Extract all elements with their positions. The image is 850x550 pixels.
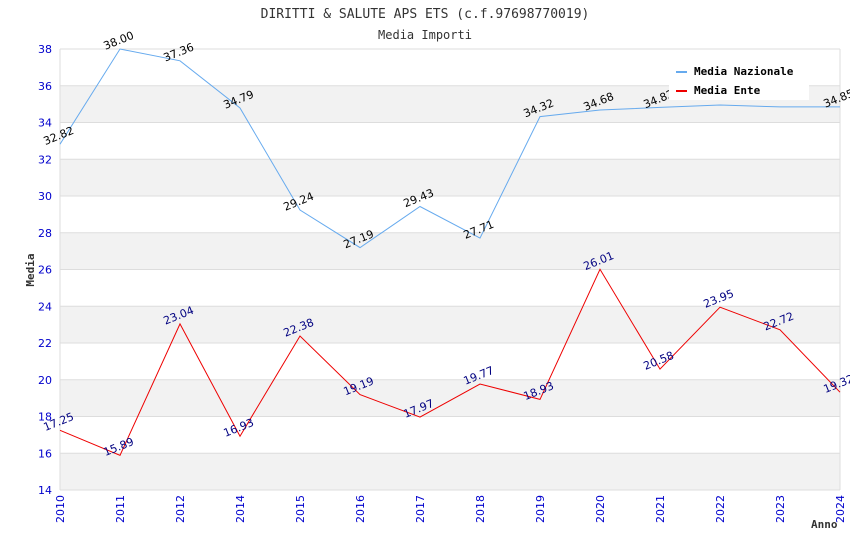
x-tick-label: 2019 bbox=[534, 495, 547, 523]
x-tick-label: 2021 bbox=[654, 495, 667, 523]
x-axis-ticks: 2010 2011 2012 2014 2015 2016 2017 2018 2019 2020… bbox=[54, 495, 847, 523]
x-tick-label: 2017 bbox=[414, 495, 427, 523]
y-tick-label: 18 bbox=[38, 411, 52, 424]
legend-box bbox=[669, 60, 809, 100]
x-axis-label: Anno bbox=[811, 518, 838, 531]
grid-band bbox=[60, 379, 840, 417]
data-label: 20.58 bbox=[642, 349, 676, 373]
y-tick-label: 32 bbox=[38, 153, 52, 166]
y-tick-label: 28 bbox=[38, 227, 52, 240]
grid-bands bbox=[59, 48, 841, 491]
x-tick-label: 2020 bbox=[594, 495, 607, 523]
y-axis-ticks: 14 16 18 20 22 24 26 28 30 32 34 36 38 bbox=[38, 43, 52, 497]
series-line bbox=[59, 268, 841, 456]
x-tick-label: 2012 bbox=[174, 495, 187, 523]
y-tick-label: 22 bbox=[38, 337, 52, 350]
x-tick-label: 2011 bbox=[114, 495, 127, 523]
y-tick-label: 24 bbox=[38, 300, 52, 313]
x-tick-label: 2023 bbox=[774, 495, 787, 523]
grid-band bbox=[60, 306, 840, 343]
legend-label: Media Nazionale bbox=[694, 65, 794, 78]
series-line bbox=[59, 48, 840, 249]
y-tick-label: 36 bbox=[38, 80, 52, 93]
x-tick-label: 2010 bbox=[54, 495, 67, 523]
legend: Media Nazionale Media Ente bbox=[669, 60, 809, 100]
y-tick-label: 26 bbox=[38, 264, 52, 277]
x-tick-label: 2014 bbox=[234, 495, 247, 523]
grid-band bbox=[60, 232, 840, 270]
x-tick-label: 2016 bbox=[354, 495, 367, 523]
series-2: 17.2515.8923.0416.9322.3819.1917.9719.77… bbox=[42, 249, 850, 459]
y-tick-label: 34 bbox=[38, 117, 52, 130]
y-tick-label: 30 bbox=[38, 190, 52, 203]
grid-band bbox=[60, 453, 840, 490]
x-tick-label: 2022 bbox=[714, 495, 727, 523]
chart-title: DIRITTI & SALUTE APS ETS (c.f.9769877001… bbox=[261, 7, 590, 22]
legend-label: Media Ente bbox=[694, 84, 761, 97]
x-tick-label: 2024 bbox=[834, 495, 847, 523]
grid-band bbox=[60, 159, 840, 196]
y-tick-label: 20 bbox=[38, 374, 52, 387]
y-tick-label: 16 bbox=[38, 447, 52, 460]
chart-subtitle: Media Importi bbox=[378, 28, 472, 42]
y-axis-label: Media bbox=[24, 253, 37, 286]
data-label: 16.93 bbox=[222, 416, 256, 440]
y-tick-label: 38 bbox=[38, 43, 52, 56]
y-tick-label: 14 bbox=[38, 484, 52, 497]
x-tick-label: 2018 bbox=[474, 495, 487, 523]
x-tick-label: 2015 bbox=[294, 495, 307, 523]
